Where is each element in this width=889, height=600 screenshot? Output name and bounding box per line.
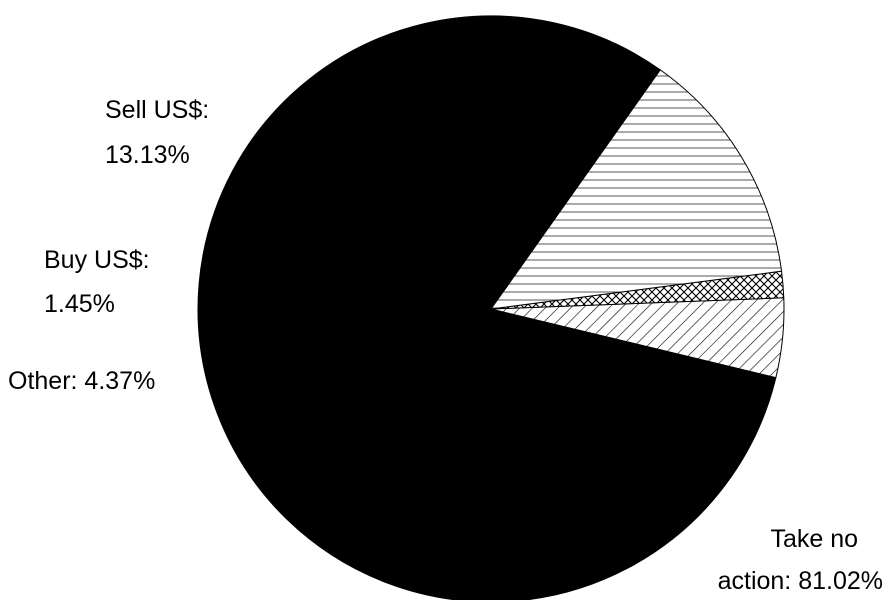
pie-slice-take-no-action xyxy=(197,15,777,600)
label-sell-line2: 13.13% xyxy=(105,141,190,169)
label-take-no-action-line2: action: 81.02% xyxy=(718,567,883,595)
label-sell-line1: Sell US$: xyxy=(105,96,209,124)
label-buy-line1: Buy US$: xyxy=(44,246,150,274)
pie-slice-sell-us xyxy=(489,69,783,310)
label-take-no-action-line1: Take no xyxy=(770,525,858,553)
label-buy-line2: 1.45% xyxy=(44,290,115,318)
label-other: Other: 4.37% xyxy=(8,367,155,395)
